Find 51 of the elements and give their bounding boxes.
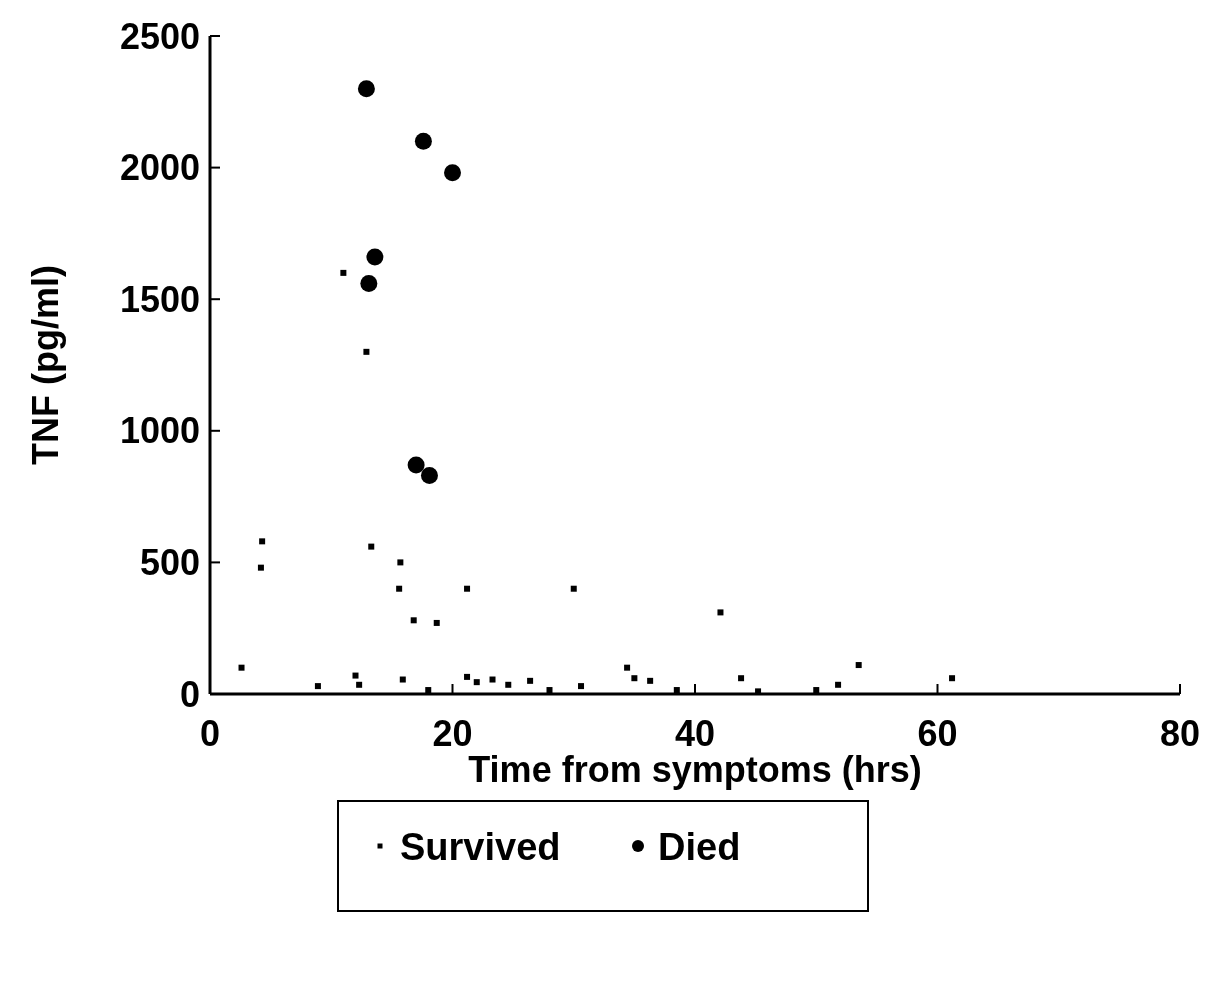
point [352, 672, 359, 679]
point [410, 617, 417, 624]
point [433, 619, 440, 626]
point [357, 80, 375, 98]
point [949, 675, 956, 682]
point [570, 585, 577, 592]
point [366, 248, 384, 266]
point [407, 456, 425, 474]
y-tick-label: 1000 [119, 410, 200, 452]
point [738, 675, 745, 682]
point [238, 664, 245, 671]
point [527, 677, 534, 684]
point [314, 683, 321, 690]
legend-label: Died [658, 826, 741, 868]
point [546, 687, 553, 694]
point [420, 467, 438, 485]
point [444, 164, 461, 182]
point [835, 681, 842, 688]
x-tick-label: 80 [1159, 713, 1201, 754]
y-tick-label: 500 [139, 542, 200, 583]
point [425, 687, 432, 694]
legend-label: Survived [400, 826, 561, 868]
point [340, 269, 347, 276]
y-tick-label: 2000 [119, 147, 200, 189]
y-tick-label: 0 [179, 673, 200, 715]
point [505, 681, 512, 688]
point [259, 538, 266, 545]
y-tick-label: 2500 [119, 15, 200, 57]
y-tick-label: 1500 [119, 278, 200, 320]
point [624, 664, 631, 671]
point [397, 559, 404, 566]
point [717, 609, 724, 616]
y-axis-title: TNF (pg/ml) [25, 265, 66, 465]
point [360, 274, 378, 292]
point [813, 687, 820, 694]
point [473, 679, 480, 686]
point [464, 585, 471, 592]
point [368, 543, 375, 550]
point [647, 677, 654, 684]
point [396, 585, 403, 592]
point [464, 673, 471, 680]
point [414, 132, 432, 150]
point [363, 348, 370, 355]
point [356, 681, 363, 688]
point [399, 676, 406, 683]
point [631, 675, 638, 682]
point [673, 687, 680, 694]
point [489, 676, 496, 683]
point [855, 662, 862, 669]
point [257, 564, 264, 571]
point [578, 683, 585, 690]
